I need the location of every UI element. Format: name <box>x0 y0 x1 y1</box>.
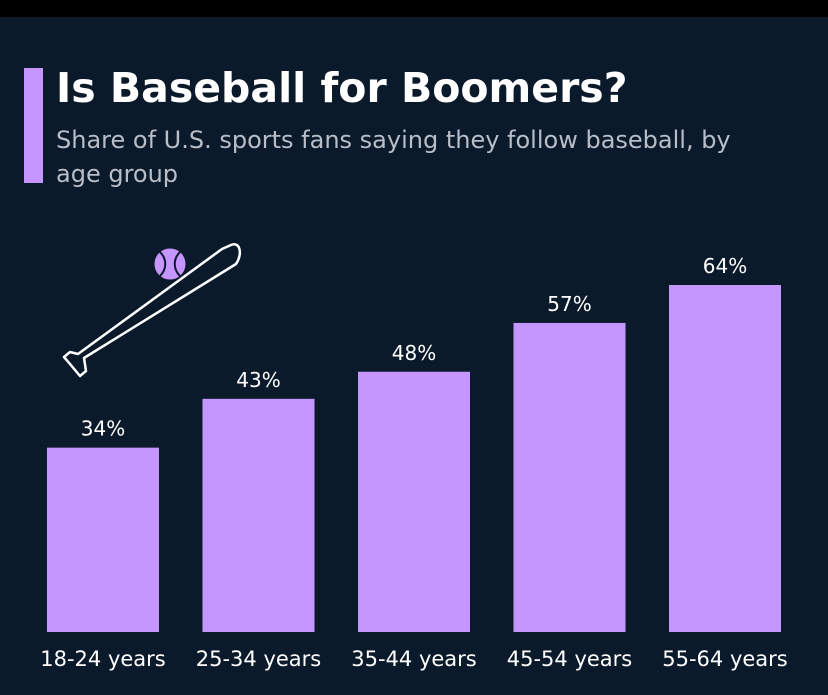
bar-45-54-years <box>513 322 626 632</box>
value-label: 43% <box>236 368 280 392</box>
bar-18-24-years <box>47 447 159 632</box>
chart-title: Is Baseball for Boomers? <box>56 64 628 112</box>
value-label: 64% <box>703 254 747 278</box>
category-label: 18-24 years <box>40 647 166 671</box>
chart-subtitle: Share of U.S. sports fans saying they fo… <box>56 126 731 188</box>
category-label: 35-44 years <box>351 647 477 671</box>
category-label: 55-64 years <box>662 647 788 671</box>
category-label: 25-34 years <box>196 647 322 671</box>
baseball-bat-icon <box>62 243 242 378</box>
bar-35-44-years <box>358 371 470 632</box>
bar-55-64-years <box>669 285 781 632</box>
title-accent-bar <box>24 68 43 183</box>
bar-25-34-years <box>202 398 315 632</box>
value-label: 34% <box>81 417 125 441</box>
value-label: 48% <box>392 341 436 365</box>
top-strip <box>0 0 828 17</box>
category-label: 45-54 years <box>507 647 633 671</box>
value-label: 57% <box>547 292 591 316</box>
